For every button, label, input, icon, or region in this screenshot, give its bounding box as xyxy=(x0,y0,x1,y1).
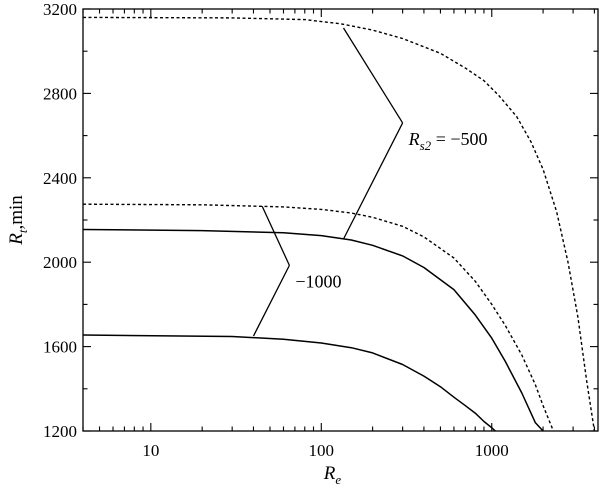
series-line-4 xyxy=(82,334,496,432)
x-tick-label: 10 xyxy=(142,441,159,460)
series-line-2 xyxy=(82,16,596,432)
x-tick-label: 1000 xyxy=(475,441,509,460)
x-axis-title: Re xyxy=(323,463,342,487)
y-tick-label: 2000 xyxy=(43,253,77,272)
tick-layer: 10 100 1000 1200 1600 2000 2400 2800 3200 xyxy=(43,0,598,460)
annotation-label-1: Rs2 = −500 xyxy=(408,129,488,153)
series-line-1 xyxy=(82,203,555,432)
plot-frame xyxy=(82,8,599,432)
annotation-leader-1-2 xyxy=(342,122,404,240)
y-tick-label: 2400 xyxy=(43,169,77,188)
x-tick-label: 100 xyxy=(309,441,335,460)
annotation-leader-1-1 xyxy=(342,27,404,124)
y-tick-label: 1200 xyxy=(43,422,77,441)
y-axis-title: Rt,min xyxy=(6,195,30,246)
y-tick-label: 2800 xyxy=(43,84,77,103)
annotation-layer: Rs2 = −500 −1000 xyxy=(252,27,488,337)
plot-area xyxy=(82,8,599,432)
series-layer xyxy=(82,16,596,432)
y-tick-label: 3200 xyxy=(43,0,77,19)
annotation-leader-2-2 xyxy=(252,265,290,337)
annotation-label-2: −1000 xyxy=(295,271,341,291)
y-tick-label: 1600 xyxy=(43,338,77,357)
annotation-leader-2-1 xyxy=(261,206,290,266)
series-line-3 xyxy=(82,228,544,432)
